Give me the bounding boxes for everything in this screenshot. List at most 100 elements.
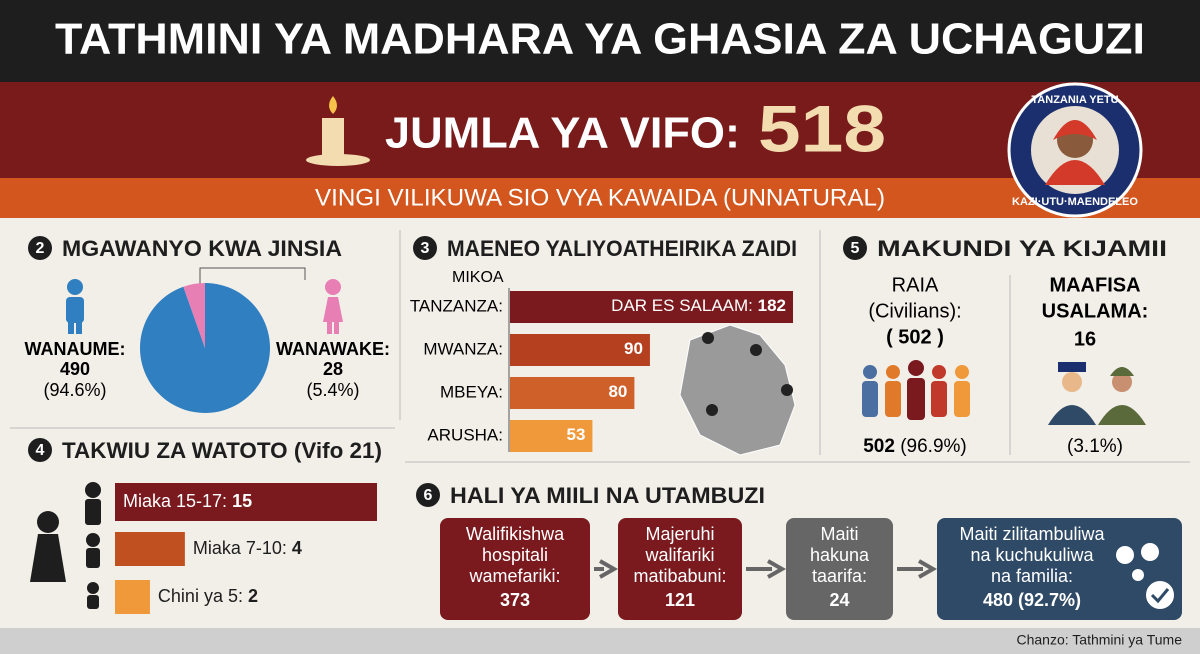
badge-top: TANZANIA YETU [1031,94,1118,106]
value-label: 24 [829,590,849,610]
section-badge [28,236,52,260]
bar-label: 90 [624,339,643,358]
group-share: (96.9%) [900,436,967,457]
value-label: 2 [248,586,258,606]
value-label: 121 [665,590,695,610]
group-summary: 502 (96.9%) [863,436,967,457]
status-text: wamefariki: [468,566,560,586]
pie-slice [183,283,205,348]
category-label: MWANZA: [423,339,503,358]
pie-slice [139,283,270,413]
women-value: 28 [323,359,343,379]
bar [115,580,150,614]
value-label: 182 [758,296,786,315]
value-label: 4 [292,538,302,558]
section-number: 4 [36,442,45,459]
group-title: MAAFISA [1049,274,1140,296]
value-label: 90 [624,339,643,358]
children-icon [30,482,101,609]
status-value: 24 [829,590,849,610]
section-number: 6 [424,487,433,504]
arrow [897,559,938,579]
title: TATHMINI YA MADHARA YA GHASIA ZA UCHAGUZ… [55,15,1145,64]
bar [510,420,593,452]
title-bar [0,0,1200,82]
section-badge [416,483,440,507]
value-label: 15 [232,491,252,511]
bar-label: Miaka 15-17: 15 [123,491,252,511]
check-mark [1150,588,1170,604]
status-text: na kuchukuliwa [970,545,1094,565]
footer-bar [0,628,1200,654]
candle-icon [306,96,370,166]
bar-label: DAR ES SALAAM: 182 [611,296,786,315]
source: Chanzo: Tathmini ya Tume [1017,632,1183,648]
value-label: 80 [608,382,627,401]
status-text: hospitali [482,545,548,565]
women-share: (5.4%) [306,380,359,400]
man-icon [66,279,84,334]
subtitle: VINGI VILIKUWA SIO VYA KAWAIDA (UNNATURA… [315,184,885,211]
bar [115,483,377,521]
value-label: 53 [566,425,585,444]
section-title: MAKUNDI YA KIJAMII [877,236,1167,261]
axis-label: MIKOA [452,269,504,286]
bar [115,532,185,566]
status-value: 480 (92.7%) [983,590,1081,610]
icon-part [1141,543,1159,561]
status-box [440,518,590,620]
value-label: 480 [983,590,1013,610]
section-number: 3 [421,240,430,257]
bar [510,291,793,323]
status-box [937,518,1182,620]
bar-label: 80 [608,382,627,401]
status-box [786,518,893,620]
bar [510,377,635,409]
share-label: (92.7%) [1018,590,1081,610]
arrow [594,559,619,579]
status-text: Majeruhi [645,524,714,544]
status-value: 121 [665,590,695,610]
status-text: Walifikishwa [466,524,565,544]
section-badge [28,438,52,462]
status-text: Maiti [820,524,858,544]
civilians-icon [862,360,970,420]
woman-icon [323,279,343,334]
value-label: 373 [500,590,530,610]
arrow [746,559,787,579]
men-value: 490 [60,359,90,379]
men-share: (94.6%) [43,380,106,400]
total-value: 518 [758,91,886,165]
section-title: TAKWIU ZA WATOTO (Vifo 21) [62,438,382,463]
group-title: RAIA [892,274,939,296]
group-value: 16 [1074,328,1096,350]
section-title: MGAWANYO KWA JINSIA [62,236,342,261]
status-text: walifariki [644,545,714,565]
status-text: na familia: [991,566,1073,586]
status-text: taarifa: [812,566,867,586]
category-label: MBEYA: [440,382,503,401]
group-value: 502 [863,436,895,457]
security-icon [1048,362,1146,425]
group-subtitle: USALAMA: [1042,300,1149,322]
status-box [618,518,742,620]
map [679,324,796,456]
section-badge [843,236,867,260]
category-label: TANZANZA: [410,296,503,315]
map-pins [702,332,793,416]
group-subtitle: (Civilians): [868,300,961,322]
women-label: WANAWAKE: [276,339,390,359]
bar-label: Chini ya 5: 2 [158,586,258,606]
category-label: ARUSHA: [427,425,503,444]
check-icon [1144,579,1176,611]
men-label: WANAUME: [25,339,126,359]
group-count: ( 502 ) [886,326,944,348]
family-icon [1116,543,1159,581]
total-label: JUMLA YA VIFO: [385,109,740,158]
bar [510,334,650,366]
total-band [0,82,1200,178]
bar-category: Chini ya 5: [158,586,243,606]
section-number: 2 [36,240,45,257]
